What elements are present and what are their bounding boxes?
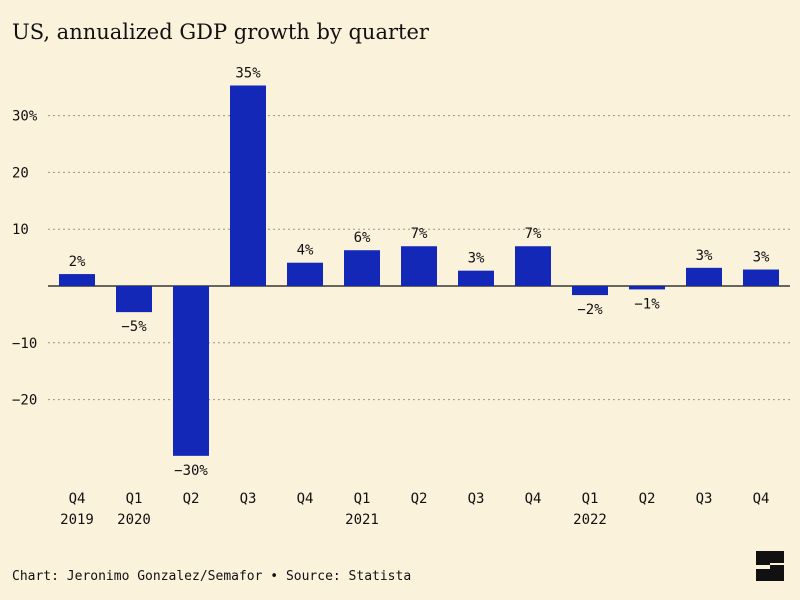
bar: [116, 286, 152, 313]
x-tick-quarter: Q3: [468, 491, 485, 507]
bar: [458, 270, 494, 286]
y-axis-tick-labels: 30% 20 10 −10 −20: [12, 109, 38, 409]
source-text: Source: Statista: [285, 569, 412, 584]
x-tick-quarter: Q3: [696, 491, 713, 507]
bar: [173, 286, 209, 456]
x-tick-year: 2020: [117, 512, 151, 528]
data-label: −2%: [577, 302, 603, 318]
bar-chart: 2% −5% −30% 35% 4% 6% 7% 3% 7% −2% −1% 3% 3% 30% 20 10…: [12, 65, 790, 528]
bar: [287, 262, 323, 286]
data-label: 3%: [468, 251, 485, 267]
x-tick-quarter: Q4: [525, 491, 542, 507]
bar: [401, 246, 437, 286]
x-tick-quarter: Q1: [354, 491, 371, 507]
x-tick-quarter: Q1: [126, 491, 143, 507]
x-tick-quarter: Q4: [69, 491, 86, 507]
data-label: 3%: [696, 248, 713, 264]
bar: [572, 286, 608, 296]
x-tick-quarter: Q2: [639, 491, 656, 507]
data-labels: 2% −5% −30% 35% 4% 6% 7% 3% 7% −2% −1% 3% 3%: [69, 65, 770, 478]
bar: [344, 250, 380, 286]
chart-title: US, annualized GDP growth by quarter: [12, 20, 429, 44]
data-label: 3%: [753, 250, 770, 266]
bar: [230, 85, 266, 286]
data-label: 4%: [297, 243, 314, 259]
x-tick-year: 2019: [60, 512, 94, 528]
data-label: 2%: [69, 254, 86, 270]
data-label: 6%: [354, 230, 371, 246]
bar: [686, 267, 722, 286]
chart-footer: Chart: Jeronimo Gonzalez/Semafor • Sourc…: [12, 569, 411, 584]
x-tick-quarter: Q3: [240, 491, 257, 507]
data-label: −5%: [121, 319, 147, 335]
y-tick-label: 30%: [12, 109, 38, 125]
y-tick-label: −10: [12, 336, 37, 352]
bar: [743, 269, 779, 286]
semafor-logo-icon: [756, 551, 784, 581]
x-tick-quarter: Q4: [297, 491, 314, 507]
bar: [515, 246, 551, 286]
bar: [59, 274, 95, 286]
data-label: −1%: [634, 296, 660, 312]
bars: [59, 85, 779, 456]
x-tick-quarter: Q2: [411, 491, 428, 507]
bar: [629, 286, 665, 290]
y-tick-label: 20: [12, 165, 29, 181]
data-label: 7%: [411, 226, 428, 242]
separator-dot: •: [270, 569, 279, 584]
y-tick-label: −20: [12, 393, 37, 409]
x-tick-year: 2021: [345, 512, 379, 528]
data-label: −30%: [174, 463, 208, 479]
x-axis-tick-labels: Q4 2019 Q1 2020 Q2 Q3 Q4 Q1 2021 Q2 Q3 Q4 Q1 2022 Q2 Q3…: [60, 491, 769, 528]
y-tick-label: 10: [12, 222, 29, 238]
x-tick-quarter: Q1: [582, 491, 599, 507]
x-tick-year: 2022: [573, 512, 607, 528]
data-label: 7%: [525, 226, 542, 242]
credit-text: Chart: Jeronimo Gonzalez/Semafor: [12, 569, 263, 584]
x-tick-quarter: Q2: [183, 491, 200, 507]
x-tick-quarter: Q4: [753, 491, 770, 507]
data-label: 35%: [235, 65, 261, 81]
